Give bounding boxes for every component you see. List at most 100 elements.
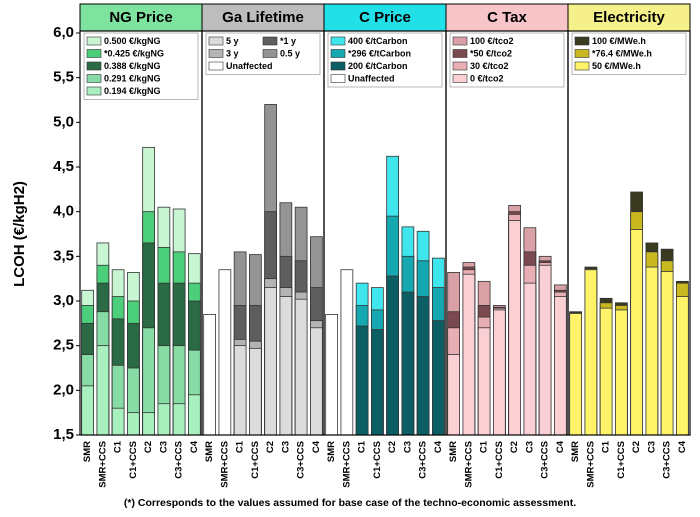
legend-label: *76.4 €/MWe.h: [592, 48, 652, 58]
y-axis-label: LCOH (€/kgH2): [11, 181, 28, 287]
bar: [249, 347, 262, 436]
legend-label: 5 y: [226, 36, 239, 46]
legend-swatch: [86, 36, 102, 46]
bar: [310, 327, 323, 436]
legend-swatch: [452, 49, 468, 58]
legend-box: [83, 32, 199, 100]
bar: [401, 291, 415, 436]
legend-label: 0.388 €/kgNG: [104, 61, 161, 71]
legend-swatch: [452, 36, 468, 46]
legend-swatch: [86, 61, 102, 71]
legend-label: 200 €/tCarbon: [348, 61, 408, 71]
x-tick-label: C3+CCS: [662, 441, 673, 479]
y-tick-label: 4,5: [53, 158, 74, 175]
bar: [218, 269, 232, 436]
bar: [142, 412, 155, 436]
x-tick-label: SMR: [204, 441, 215, 462]
panel-frame: [567, 30, 691, 436]
bar: [203, 313, 216, 436]
bar: [111, 407, 125, 436]
bar: [294, 298, 308, 436]
x-tick-label: C2: [631, 441, 642, 453]
x-tick-label: C1: [357, 440, 368, 453]
y-tick-label: 5,5: [53, 69, 74, 86]
legend-label: 30 €/tco2: [470, 61, 509, 71]
y-tick-label: 2,5: [53, 337, 74, 354]
panel-header: [445, 3, 569, 32]
x-tick-label: SMR+CCS: [585, 441, 596, 488]
y-tick-label: 1,5: [53, 426, 74, 443]
bar: [157, 403, 171, 436]
x-tick-label: C1+CCS: [128, 441, 139, 479]
x-tick-label: C3+CCS: [540, 441, 551, 479]
x-tick-label: SMR+CCS: [463, 441, 474, 488]
x-tick-label: C1: [235, 440, 246, 453]
legend-box: [571, 32, 687, 75]
x-tick-label: C3+CCS: [418, 441, 429, 479]
legend-box: [327, 32, 443, 88]
bar: [554, 296, 567, 436]
x-tick-label: C4: [189, 440, 200, 453]
x-tick-label: C4: [677, 440, 688, 453]
legend-label: 0.5 y: [280, 48, 300, 58]
legend-swatch: [452, 74, 468, 83]
legend-label: 100 €/MWe.h: [592, 36, 646, 46]
panel-header: [323, 3, 447, 32]
bar: [416, 296, 430, 436]
legend-label: Unaffected: [226, 61, 273, 71]
footnote: (*) Corresponds to the values assumed fo…: [124, 497, 576, 509]
legend-swatch: [262, 49, 278, 58]
x-tick-label: C3: [646, 441, 657, 453]
x-tick-label: C2: [143, 441, 154, 453]
x-tick-label: SMR+CCS: [219, 441, 230, 488]
bar: [676, 296, 689, 436]
bar: [538, 264, 552, 436]
bar: [279, 296, 293, 436]
x-tick-label: C3: [402, 441, 413, 453]
bar: [630, 229, 643, 436]
legend-swatch: [262, 36, 278, 46]
legend-swatch: [208, 49, 224, 58]
panel-title: NG Price: [109, 9, 172, 26]
bar: [645, 266, 659, 436]
bar: [371, 329, 384, 436]
legend-label: *50 €/tco2: [470, 48, 512, 58]
legend-label: 0 €/tco2: [470, 73, 504, 83]
x-tick-label: SMR: [326, 441, 337, 462]
x-tick-label: C2: [509, 441, 520, 453]
bar: [325, 313, 338, 436]
bar: [233, 345, 247, 436]
legend-label: 0.194 €/kgNG: [104, 86, 161, 96]
panel-title: C Price: [359, 9, 411, 26]
legend-label: 0.291 €/kgNG: [104, 73, 161, 83]
y-tick-label: 2,0: [53, 381, 74, 398]
x-tick-label: SMR: [448, 441, 459, 462]
legend-label: *1 y: [280, 36, 296, 46]
x-tick-label: C4: [433, 440, 444, 453]
legend-label: 50 €/MWe.h: [592, 61, 641, 71]
legend-label: *0.425 €/kgNG: [104, 48, 164, 58]
legend-swatch: [86, 49, 102, 58]
bar: [355, 325, 369, 436]
bar: [493, 309, 506, 436]
bar: [447, 354, 460, 436]
bar: [569, 313, 582, 436]
panel-title: Electricity: [593, 9, 665, 26]
x-tick-label: C1: [479, 440, 490, 453]
bar: [127, 412, 140, 436]
bar: [172, 403, 186, 436]
x-tick-label: C1: [113, 440, 124, 453]
y-tick-label: 5,0: [53, 113, 74, 130]
x-tick-label: C4: [311, 440, 322, 453]
panel-title: Ga Lifetime: [222, 9, 304, 26]
bar: [264, 287, 277, 436]
legend-swatch: [330, 74, 346, 83]
legend-label: 3 y: [226, 48, 239, 58]
legend-label: *296 €/tCarbon: [348, 48, 411, 58]
bar: [477, 327, 491, 436]
y-tick-label: 3,0: [53, 292, 74, 309]
legend-swatch: [86, 86, 102, 96]
legend-label: 0.500 €/kgNG: [104, 36, 161, 46]
